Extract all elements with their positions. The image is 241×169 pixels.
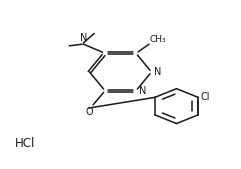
Text: HCl: HCl bbox=[14, 137, 35, 150]
Text: CH₃: CH₃ bbox=[150, 35, 167, 44]
Text: N: N bbox=[80, 33, 87, 43]
Text: Cl: Cl bbox=[200, 92, 210, 102]
Text: N: N bbox=[139, 86, 146, 96]
Text: O: O bbox=[85, 107, 93, 117]
Text: N: N bbox=[154, 67, 162, 77]
